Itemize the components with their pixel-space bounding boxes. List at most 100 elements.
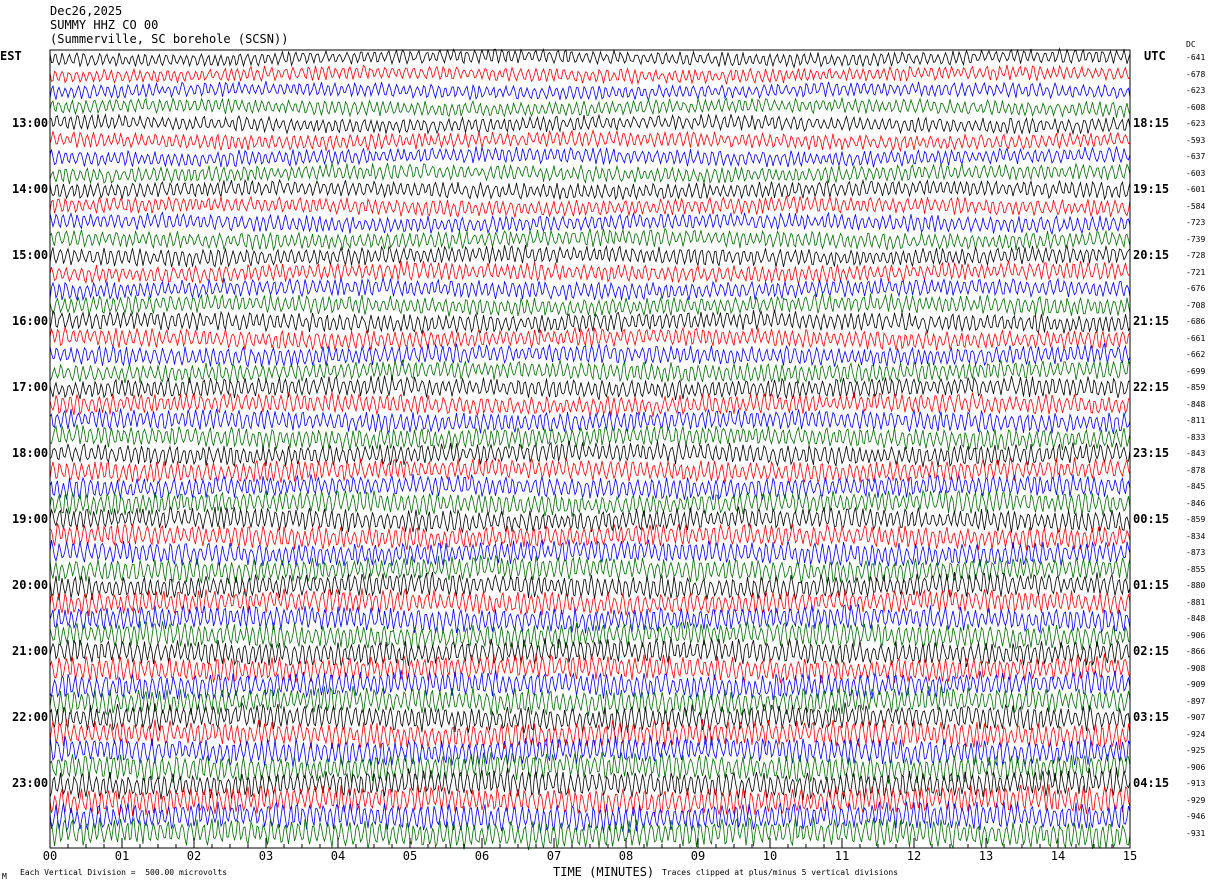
dc-label: DC (1186, 40, 1196, 49)
trace-10 (49, 211, 1131, 236)
left-tick-label: 17:00 (12, 380, 49, 394)
left-tick-label: 20:00 (12, 578, 49, 592)
corner-mark: M (2, 872, 7, 881)
right-tick-label: 22:15 (1133, 380, 1170, 394)
trace-43 (49, 751, 1131, 784)
x-tick-label: 08 (619, 849, 633, 863)
dc-offset-label: -913 (1186, 779, 1206, 788)
trace-2 (49, 81, 1131, 103)
trace-20 (49, 375, 1131, 400)
trace-9 (49, 195, 1131, 218)
dc-offset-label: -662 (1186, 350, 1206, 359)
dc-offset-label: -946 (1186, 812, 1206, 821)
dc-offset-label: -584 (1186, 201, 1206, 211)
dc-offset-label: -834 (1186, 531, 1206, 541)
trace-15 (49, 293, 1131, 317)
x-tick-label: 10 (763, 849, 777, 863)
trace-47 (49, 816, 1131, 851)
x-tick-label: 11 (835, 849, 849, 863)
trace-18 (49, 343, 1131, 368)
trace-1 (49, 64, 1131, 86)
dc-offset-label: -603 (1186, 168, 1206, 178)
trace-30 (49, 539, 1131, 568)
x-tick-label: 15 (1123, 849, 1137, 863)
x-tick-label: 02 (187, 849, 201, 863)
dc-offset-label: -723 (1186, 218, 1206, 227)
x-tick-label: 07 (547, 849, 561, 863)
trace-22 (49, 408, 1131, 435)
x-tick-label: 12 (907, 849, 921, 863)
trace-35 (49, 620, 1131, 651)
dc-offset-label: -866 (1186, 647, 1206, 656)
trace-29 (49, 523, 1131, 551)
trace-27 (49, 489, 1131, 517)
left-tick-label: 13:00 (12, 116, 49, 130)
right-tick-label: 20:15 (1133, 248, 1170, 262)
x-tick-label: 01 (115, 849, 129, 863)
dc-offset-label: -906 (1186, 630, 1206, 640)
dc-offset-label: -907 (1186, 713, 1206, 722)
trace-42 (49, 735, 1131, 767)
dc-offset-label: -721 (1186, 267, 1206, 277)
left-tick-label: 14:00 (12, 182, 49, 196)
dc-offset-label: -908 (1186, 663, 1206, 673)
trace-40 (49, 701, 1131, 734)
dc-offset-label: -833 (1186, 432, 1206, 442)
trace-33 (49, 588, 1131, 617)
trace-38 (49, 669, 1131, 701)
dc-offset-label: -848 (1186, 399, 1206, 409)
dc-offset-label: -728 (1186, 251, 1206, 260)
trace-4 (49, 113, 1131, 136)
dc-offset-label: -878 (1186, 465, 1206, 475)
right-tick-label: 19:15 (1133, 182, 1170, 196)
dc-offset-label: -880 (1186, 581, 1206, 590)
left-tick-label: 22:00 (12, 710, 49, 724)
dc-offset-label: -846 (1186, 498, 1206, 508)
dc-offset-label: -739 (1186, 234, 1206, 244)
trace-7 (49, 162, 1131, 185)
right-tick-label: 00:15 (1133, 512, 1170, 526)
trace-17 (49, 326, 1131, 351)
x-tick-label: 14 (1051, 849, 1065, 863)
dc-offset-label: -873 (1186, 548, 1206, 557)
dc-offset-label: -897 (1186, 696, 1206, 706)
x-tick-label: 09 (691, 849, 705, 863)
x-tick-label: 04 (331, 849, 345, 863)
right-tick-label: 18:15 (1133, 116, 1170, 130)
dc-offset-label: -848 (1186, 614, 1206, 623)
location-label: (Summerville, SC borehole (SCSN)) (50, 32, 289, 46)
right-tick-label: 01:15 (1133, 578, 1170, 592)
left-tick-label: 15:00 (12, 248, 49, 262)
trace-14 (49, 277, 1131, 302)
dc-offset-label: -925 (1186, 746, 1206, 755)
trace-41 (49, 718, 1131, 751)
trace-12 (49, 244, 1131, 268)
dc-offset-label: -708 (1186, 300, 1206, 310)
right-tick-label: 04:15 (1133, 776, 1170, 790)
dc-offset-label: -601 (1186, 185, 1206, 194)
trace-11 (49, 227, 1131, 252)
dc-offset-label: -593 (1186, 135, 1206, 145)
x-tick-label: 03 (259, 849, 273, 863)
dc-offset-label: -678 (1186, 69, 1206, 79)
trace-0 (49, 47, 1131, 69)
right-tick-label: 02:15 (1133, 644, 1170, 658)
dc-offset-label: -661 (1186, 333, 1206, 343)
trace-26 (49, 473, 1131, 501)
clip-note: Traces clipped at plus/minus 5 vertical … (662, 868, 899, 877)
dc-offset-label: -859 (1186, 515, 1206, 524)
trace-44 (49, 767, 1131, 800)
left-tick-label: 16:00 (12, 314, 49, 328)
trace-39 (49, 685, 1131, 717)
dc-offset-label: -909 (1186, 680, 1206, 689)
x-axis-label: TIME (MINUTES) (553, 865, 655, 879)
trace-37 (49, 653, 1131, 684)
trace-3 (49, 97, 1131, 118)
dc-offset-label: -843 (1186, 449, 1206, 458)
dc-offset-label: -641 (1186, 53, 1206, 62)
left-axis-label: EST (0, 49, 22, 63)
dc-offset-label: -637 (1186, 152, 1206, 161)
trace-25 (49, 457, 1131, 484)
dc-offset-label: -929 (1186, 795, 1206, 805)
